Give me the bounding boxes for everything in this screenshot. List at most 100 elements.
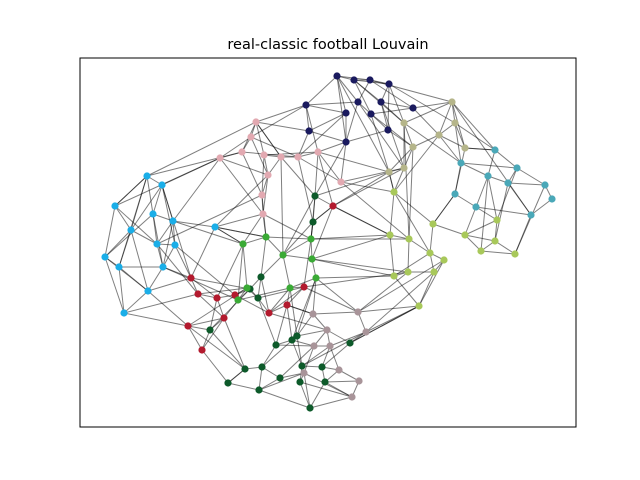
graph-edge [324, 380, 360, 383]
graph-node-pink [238, 148, 246, 156]
graph-edge [388, 83, 405, 124]
graph-edge [209, 297, 218, 331]
graph-node-lime [511, 250, 519, 258]
graph-edge [156, 194, 263, 245]
graph-edge [357, 79, 371, 103]
graph-edge [326, 329, 351, 344]
graph-edge [332, 171, 390, 207]
graph-edge [370, 107, 414, 115]
graph-node-navy [333, 72, 341, 80]
graph-edge [201, 349, 229, 384]
graph-node-green [312, 274, 320, 282]
graph-edge [187, 325, 211, 331]
graph-edge [487, 149, 496, 177]
graph-edge [480, 250, 516, 255]
graph-edge [223, 299, 239, 319]
graph-node-navy [366, 76, 374, 84]
graph-node-teal [491, 146, 499, 154]
graph-edge [507, 182, 546, 186]
graph-node-khaki [451, 119, 459, 127]
graph-edge [209, 329, 246, 370]
graph-edge [305, 101, 359, 106]
graph-edge [369, 79, 414, 109]
graph-edge [312, 311, 359, 315]
graph-edge [216, 243, 244, 299]
graph-node-lime [386, 231, 394, 239]
graph-node-mauve [309, 310, 317, 318]
graph-node-darkgreen [276, 374, 284, 382]
graph-edge [389, 191, 395, 236]
graph-edge [299, 381, 353, 398]
graph-edge [418, 259, 445, 307]
graph-node-pink [216, 154, 224, 162]
graph-node-crimson [283, 301, 291, 309]
graph-edge [219, 157, 264, 215]
graph-edge [282, 254, 291, 289]
graph-edge [255, 104, 307, 123]
graph-edge [262, 213, 312, 240]
graph-edge [197, 293, 225, 319]
graph-edge [412, 101, 453, 109]
graph-edge [303, 271, 409, 288]
graph-edge [187, 317, 225, 327]
graph-edge [223, 317, 246, 370]
graph-edge [118, 266, 149, 292]
graph-node-khaki [461, 144, 469, 152]
graph-node-navy [342, 109, 350, 117]
graph-edge [296, 313, 314, 337]
graph-edge [418, 271, 435, 307]
graph-edge [114, 205, 132, 231]
graph-edge [258, 372, 305, 391]
graph-node-navy [305, 127, 313, 135]
graph-edge [242, 236, 267, 245]
graph-node-skyblue [144, 287, 152, 295]
graph-edge [282, 195, 316, 256]
graph-node-pink [247, 133, 255, 141]
graph-node-darkgreen [321, 378, 329, 386]
graph-node-crimson [184, 322, 192, 330]
graph-edge [309, 381, 326, 409]
graph-edge [275, 344, 315, 347]
graph-node-lime [429, 220, 437, 228]
graph-node-teal [472, 203, 480, 211]
graph-node-crimson [194, 290, 202, 298]
graph-node-teal [527, 211, 535, 219]
graph-edge [260, 254, 284, 278]
graph-node-navy [342, 138, 350, 146]
graph-edge [464, 234, 496, 242]
graph-edge [296, 335, 303, 367]
graph-edge [389, 234, 395, 277]
graph-edge [237, 287, 291, 301]
graph-edge [257, 286, 305, 299]
graph-node-mauve [354, 308, 362, 316]
graph-edge [388, 83, 456, 124]
graph-edge [258, 389, 311, 409]
graph-node-green [307, 235, 315, 243]
graph-edge [279, 372, 305, 379]
graph-edge [460, 162, 489, 177]
graph-edge [130, 229, 149, 292]
graph-node-navy [384, 126, 392, 134]
graph-node-green [286, 284, 294, 292]
graph-edge [393, 134, 440, 193]
graph-edge [291, 339, 303, 367]
graph-edge [104, 213, 154, 258]
graph-edge [258, 366, 263, 391]
graph-edge [340, 181, 410, 240]
graph-edge [487, 175, 498, 221]
graph-edge [261, 154, 265, 196]
graph-edge [296, 329, 328, 337]
graph-edge [261, 344, 277, 368]
graph-edge [172, 220, 176, 246]
graph-node-pink [277, 153, 285, 161]
graph-edge [332, 167, 405, 207]
graph-node-mauve [323, 326, 331, 334]
graph-node-skyblue [111, 202, 119, 210]
graph-node-darkgreen [346, 339, 354, 347]
graph-edge [187, 325, 203, 351]
graph-node-crimson [220, 314, 228, 322]
graph-node-teal [457, 159, 465, 167]
graph-edge [265, 236, 312, 240]
graph-edge [152, 184, 163, 215]
graph-edge [242, 213, 264, 245]
